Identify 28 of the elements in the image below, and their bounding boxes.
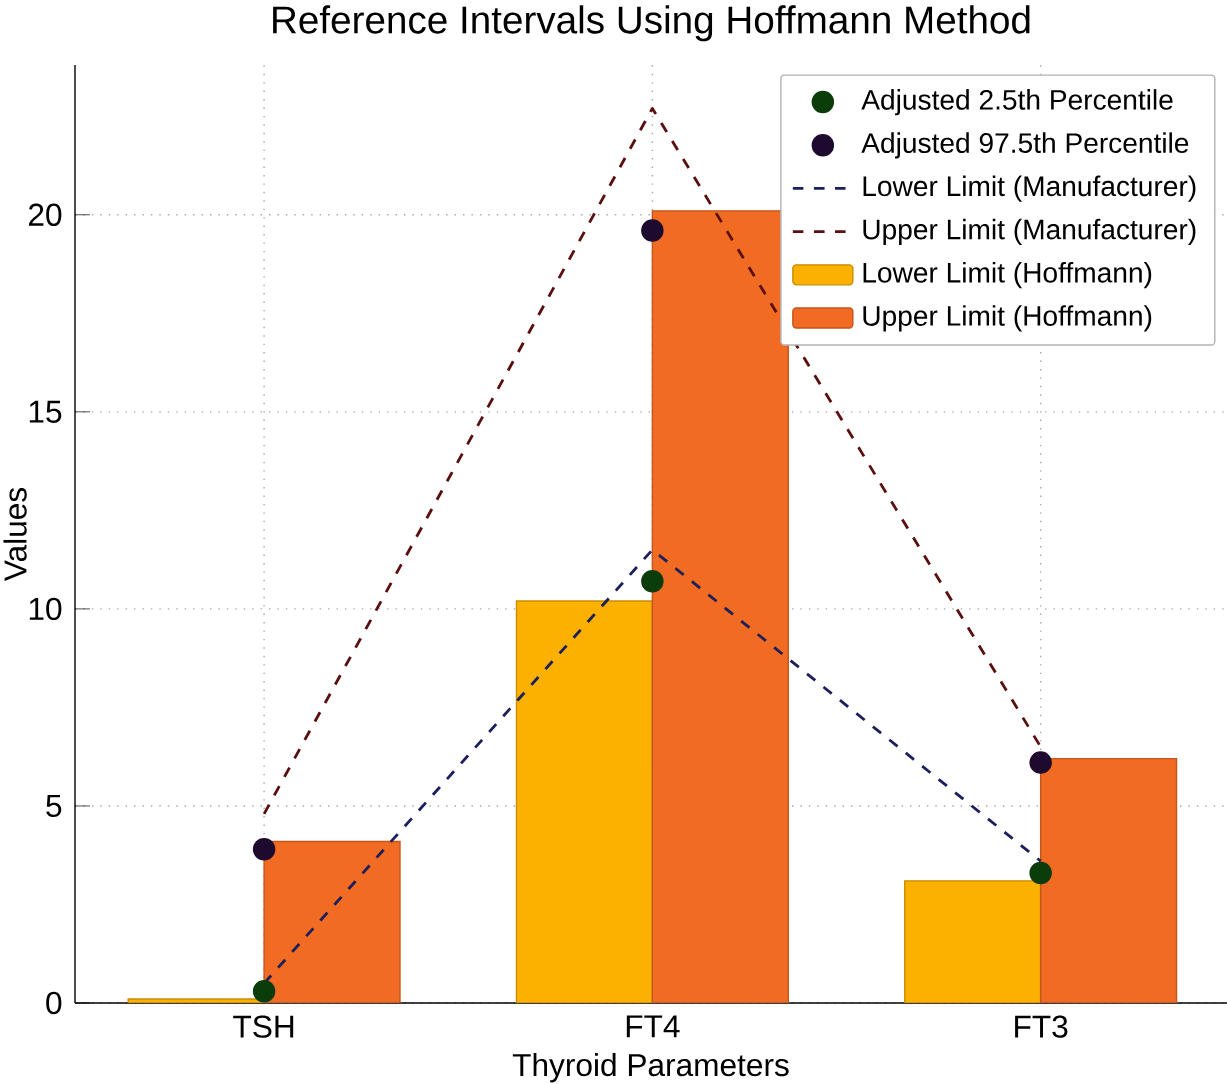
y-tick-label: 10	[29, 597, 62, 621]
bar	[904, 880, 1042, 1004]
y-axis-title: Values	[3, 487, 27, 582]
point	[641, 219, 664, 242]
legend-label: Lower Limit (Hoffmann)	[863, 262, 1152, 289]
y-tick-label: 15	[29, 400, 62, 423]
point	[252, 979, 276, 1003]
point	[252, 838, 276, 861]
point	[1029, 751, 1052, 774]
bar	[651, 210, 789, 1004]
legend-label: Upper Limit (Manufacturer)	[863, 218, 1196, 246]
y-tick-label: 5	[46, 794, 62, 818]
x-tick-label: TSH	[233, 1015, 294, 1038]
bar	[1039, 757, 1178, 1004]
bar	[515, 600, 654, 1004]
x-axis-title: Thyroid Parameters	[512, 1052, 789, 1083]
legend-label: Upper Limit (Hoffmann)	[863, 305, 1152, 332]
legend-label: Adjusted 2.5th Percentile	[861, 89, 1173, 116]
bar	[263, 840, 401, 1004]
y-tick-label: 20	[29, 203, 62, 226]
x-tick-label: FT4	[626, 1015, 680, 1038]
y-tick-label: 0	[46, 991, 62, 1015]
legend-label: Lower Limit (Manufacturer)	[863, 175, 1196, 202]
x-tick-label: FT3	[1015, 1015, 1068, 1038]
chart-title: Reference Intervals Using Hoffmann Method	[273, 5, 1030, 42]
point	[1029, 861, 1052, 885]
point	[641, 570, 664, 593]
legend-label: Adjusted 97.5th Percentile	[861, 132, 1189, 159]
